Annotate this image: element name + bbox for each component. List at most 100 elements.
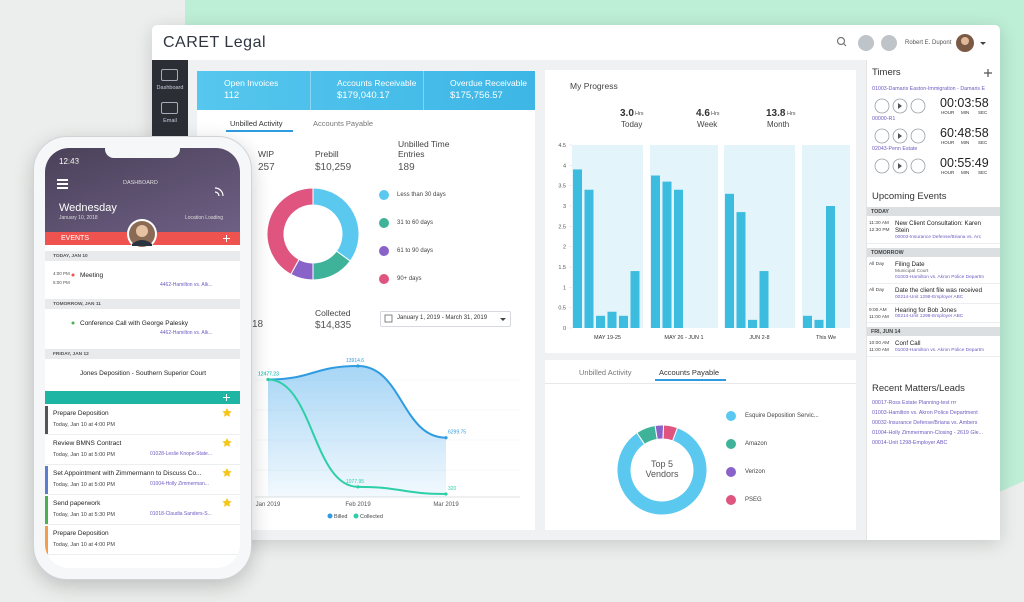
event-time: 4:00 PM [53, 271, 70, 276]
event-title[interactable]: Conference Call with George Palesky [80, 320, 189, 327]
tab[interactable]: Unbilled Activity [230, 119, 283, 128]
menu-icon[interactable] [57, 187, 68, 189]
progress-value: 4.6 [696, 108, 710, 119]
tab[interactable]: Accounts Payable [313, 119, 374, 128]
tab[interactable]: Accounts Payable [659, 368, 720, 377]
summary-value[interactable]: 112 [224, 90, 240, 101]
point [444, 436, 448, 440]
user-name[interactable]: Robert E. Dupont [905, 40, 952, 46]
timer-button[interactable] [910, 158, 926, 174]
event-matter[interactable]: 01003-Hamilton vs. Akron Police Departm [895, 275, 985, 280]
event-title[interactable]: Meeting [80, 272, 104, 279]
task-matter[interactable]: 01004-Holly Zimmerman... [150, 481, 209, 487]
matter-link[interactable]: 01004-Holly Zimmermann-Closing - 2619 Gl… [872, 430, 983, 436]
event-dot [71, 273, 75, 277]
divider [310, 71, 311, 110]
event-matter[interactable]: 4462-Hamilton vs. Alk... [160, 330, 213, 336]
star-icon[interactable] [222, 498, 232, 507]
legend-dot [726, 439, 736, 449]
stat-value: 257 [258, 162, 275, 173]
task-matter[interactable]: 01028-Leslie Knope-State... [150, 451, 212, 457]
event-matter[interactable]: 00214-Unit 1298-Employer ABC [895, 314, 964, 319]
task-title[interactable]: Prepare Deposition [53, 530, 109, 537]
star-icon[interactable] [222, 438, 232, 447]
sidebar-label[interactable]: Dashboard [156, 85, 184, 91]
legend-label: Esquire Deposition Servic... [745, 413, 819, 419]
phone-notch [105, 148, 180, 158]
task-title[interactable]: Prepare Deposition [53, 410, 109, 417]
priority-strip [45, 526, 48, 554]
add-icon[interactable] [223, 235, 230, 401]
event-matter[interactable]: 00214-Unit 1298-Employer ABC [895, 294, 964, 300]
summary-value[interactable]: $175,756.57 [450, 90, 503, 101]
star-icon[interactable] [222, 468, 232, 477]
summary-banner [197, 71, 535, 110]
sidebar-label[interactable]: Email [163, 118, 177, 124]
divider [545, 383, 856, 384]
add-timer[interactable] [984, 69, 992, 77]
matter-link[interactable]: 00032-Insurance Defense/Briana vs. Amber… [872, 420, 978, 426]
star-icon[interactable] [222, 408, 232, 417]
date-picker[interactable] [380, 311, 511, 327]
event-title[interactable]: Date the client file was received [895, 287, 983, 294]
event-time: 5:00 PM [53, 280, 70, 285]
summary-label[interactable]: Open Invoices [224, 78, 279, 88]
legend-label: 61 to 90 days [397, 248, 434, 254]
legend-dot [726, 467, 736, 477]
dropdown-caret[interactable] [980, 42, 986, 45]
timer-button[interactable] [910, 98, 926, 114]
event-matter[interactable]: 01003-Hamilton vs. Akron Police Departm [895, 347, 985, 353]
timer-button[interactable] [874, 128, 890, 144]
task-matter[interactable]: 01018-Claudia Sanders-S... [150, 511, 212, 517]
sidebar-icon[interactable] [161, 102, 178, 114]
stat-value: $10,259 [315, 162, 352, 173]
header-button[interactable] [881, 35, 897, 51]
payables-panel [545, 360, 856, 530]
timer-matter[interactable]: 02043-Penn Estate [872, 146, 918, 152]
legend-dot [353, 513, 359, 519]
menu-icon[interactable] [57, 179, 68, 181]
timer-button[interactable] [910, 128, 926, 144]
legend-label: 31 to 60 days [397, 220, 434, 226]
summary-label[interactable]: Accounts Receivable [337, 78, 417, 88]
panel-title: My Progress [570, 81, 618, 91]
search-icon[interactable] [836, 36, 846, 46]
tab[interactable]: Unbilled Activity [579, 368, 632, 377]
task-title[interactable]: Review BMNS Contract [53, 440, 122, 447]
y-tick-label: 0.5 [558, 306, 566, 312]
day-label: TODAY [871, 208, 889, 215]
matter-link[interactable]: 00017-Ross Estate Planning-test rrr [872, 400, 957, 406]
summary-label[interactable]: Overdue Receivable [450, 78, 528, 88]
donut-slice [616, 427, 708, 516]
priority-strip [45, 436, 48, 464]
event-title[interactable]: Jones Deposition - Southern Superior Cou… [80, 370, 207, 377]
event-matter[interactable]: 00003-Insurance Defense/Briana vs. Arc [895, 235, 982, 240]
menu-icon[interactable] [57, 183, 68, 185]
event-time: 10:00 AM [869, 341, 890, 346]
event-title[interactable]: Conf Call [895, 340, 921, 347]
date-range[interactable]: January 1, 2019 - March 31, 2019 [397, 315, 488, 321]
value-label: 1077.95 [346, 479, 364, 485]
tab-underline [655, 379, 726, 381]
matter-link[interactable]: 00014-Unit 1298-Employer ABC [872, 440, 948, 446]
event-title[interactable]: New Client Consultation: Karen Stein [895, 220, 981, 235]
x-tick-label: This We [816, 335, 836, 341]
matter-link[interactable]: 01003-Hamilton vs. Akron Police Departme… [872, 410, 978, 416]
bar [826, 206, 835, 328]
task-title[interactable]: Send paperwork [53, 500, 101, 507]
progress-label: Week [697, 120, 718, 129]
timer-button[interactable] [874, 98, 890, 114]
calendar-icon [68, 153, 80, 164]
bar [662, 181, 672, 328]
sidebar-icon[interactable] [161, 69, 178, 81]
task-title[interactable]: Set Appointment with Zimmermann to Discu… [53, 470, 202, 477]
timer-matter[interactable]: 01003-Damaris Easton-Immigration - Damar… [872, 86, 986, 92]
header-button[interactable] [858, 35, 874, 51]
timer-matter[interactable]: 00000-R1 [872, 116, 896, 122]
event-matter[interactable]: 4462-Hamilton vs. Alk... [160, 282, 213, 288]
event-title[interactable]: Hearing for Bob Jones [895, 306, 957, 314]
timer-button[interactable] [874, 158, 890, 174]
event-title[interactable]: Filing Date [895, 261, 925, 268]
task-due: Today, Jan 10 at 4:00 PM [53, 422, 115, 428]
summary-value[interactable]: $179,040.17 [337, 90, 390, 101]
